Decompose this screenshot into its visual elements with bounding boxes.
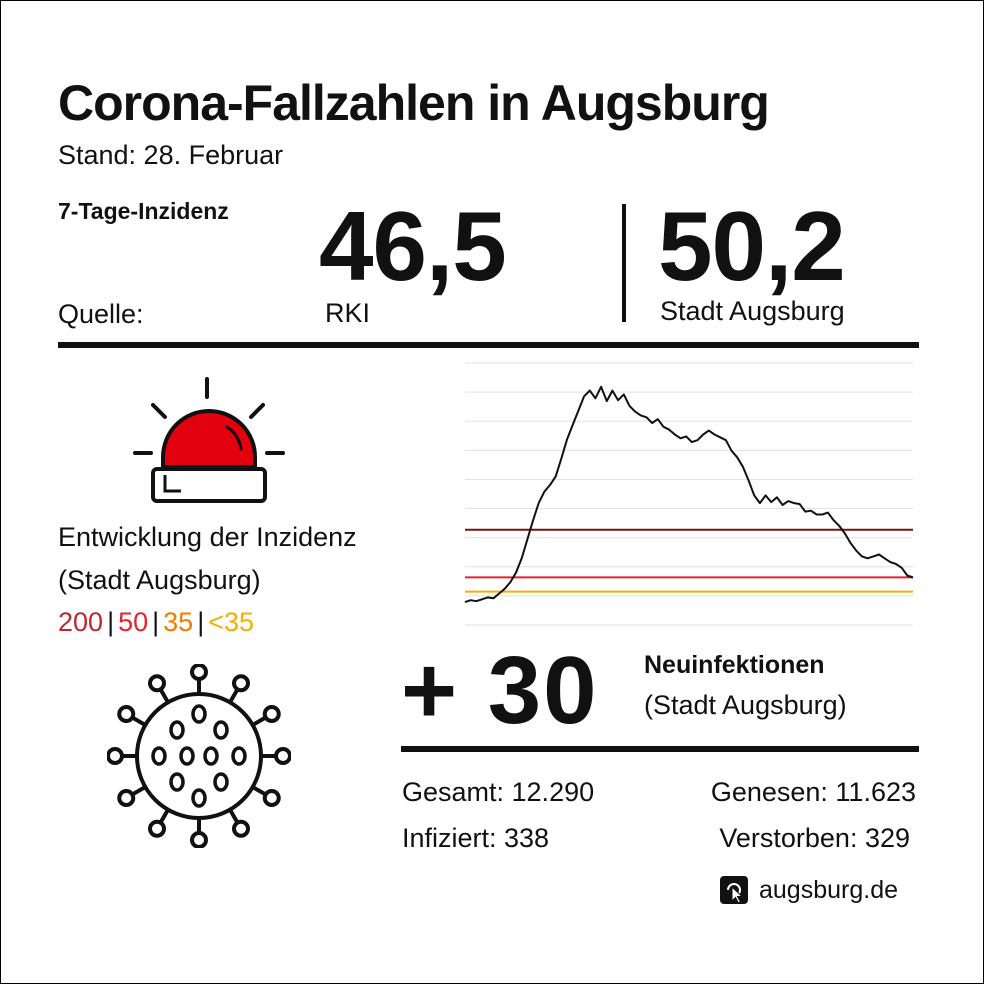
legend-separator: | (197, 607, 205, 637)
stadt-label: Stadt Augsburg (660, 296, 845, 326)
date-stand: Stand: 28. Februar (58, 140, 284, 170)
virus-spike-head (190, 664, 208, 681)
stat-verstorben: Verstorben: 329 (719, 823, 910, 853)
virus-icon (107, 664, 291, 848)
legend-200: 200 (58, 607, 104, 637)
threshold-legend: 200 | 50 | 35 | <35 (58, 604, 254, 640)
virus-spike-head (117, 705, 136, 723)
page-title: Corona-Fallzahlen in Augsburg (58, 75, 770, 131)
new-infections-subtitle: (Stadt Augsburg) (644, 690, 847, 720)
virus-spike-head (148, 819, 166, 838)
stat-gesamt: Gesamt: 12.290 (402, 777, 595, 807)
development-title: Entwicklung der Inzidenz (58, 522, 357, 552)
incidence-line-chart (464, 362, 914, 626)
website-label: augsburg.de (759, 876, 899, 904)
cursor-click-icon (720, 876, 748, 904)
new-infections-title: Neuinfektionen (644, 651, 825, 679)
divider-horizontal-top (58, 342, 919, 348)
development-subtitle: (Stadt Augsburg) (58, 565, 261, 595)
rki-label: RKI (325, 298, 371, 328)
virus-spike-head (262, 789, 281, 807)
legend-50: 50 (118, 607, 149, 637)
stat-infiziert: Infiziert: 338 (402, 823, 550, 853)
virus-spike-head (232, 819, 250, 838)
legend-35: 35 (163, 607, 194, 637)
virus-spike-head (148, 674, 166, 693)
virus-spike-head (190, 831, 208, 848)
source-label: Quelle: (58, 299, 144, 329)
alarm-siren-icon (133, 377, 285, 503)
legend-separator: | (107, 607, 115, 637)
legend-under-35: <35 (208, 607, 255, 637)
virus-spike-head (117, 789, 136, 807)
divider-vertical (622, 204, 626, 322)
website-link[interactable]: augsburg.de (719, 874, 898, 906)
rki-incidence-value: 46,5 (319, 191, 507, 301)
divider-horizontal-bottom (401, 746, 919, 752)
virus-spike-head (262, 705, 281, 723)
incidence-series-line (464, 385, 914, 604)
virus-spike-head (274, 747, 291, 765)
incidence-label: 7-Tage-Inzidenz (58, 198, 229, 224)
stadt-incidence-value: 50,2 (658, 191, 846, 301)
new-infections-value: + 30 (401, 637, 599, 744)
stat-genesen: Genesen: 11.623 (710, 777, 916, 807)
legend-separator: | (152, 607, 160, 637)
virus-spike-head (107, 747, 124, 765)
virus-spike-head (232, 674, 250, 693)
